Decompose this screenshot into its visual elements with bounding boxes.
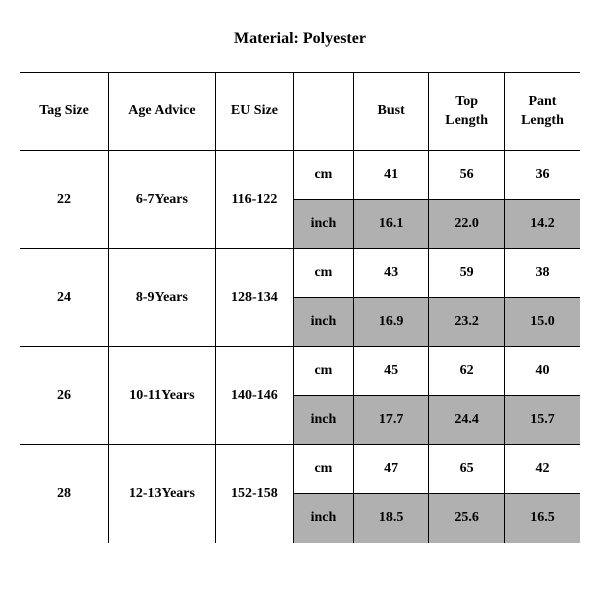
cell-tag: 28 — [20, 445, 109, 543]
cell-top-inch: 24.4 — [429, 396, 505, 445]
cell-age: 10-11Years — [109, 347, 216, 445]
table-row: 226-7Years116-122cm415636 — [20, 151, 580, 200]
col-bust: Bust — [353, 73, 429, 151]
cell-pant-inch: 16.5 — [504, 494, 580, 543]
cell-bust-inch: 16.9 — [353, 298, 429, 347]
cell-age: 12-13Years — [109, 445, 216, 543]
cell-pant-cm: 42 — [504, 445, 580, 494]
cell-top-inch: 25.6 — [429, 494, 505, 543]
cell-pant-inch: 15.0 — [504, 298, 580, 347]
cell-top-cm: 56 — [429, 151, 505, 200]
cell-unit-cm: cm — [293, 445, 353, 494]
cell-pant-inch: 14.2 — [504, 200, 580, 249]
cell-bust-cm: 43 — [353, 249, 429, 298]
col-tag-size: Tag Size — [20, 73, 109, 151]
cell-unit-inch: inch — [293, 494, 353, 543]
cell-tag: 26 — [20, 347, 109, 445]
cell-pant-inch: 15.7 — [504, 396, 580, 445]
cell-top-cm: 65 — [429, 445, 505, 494]
cell-unit-cm: cm — [293, 249, 353, 298]
cell-eu: 116-122 — [215, 151, 293, 249]
col-pant-length: Pant Length — [504, 73, 580, 151]
cell-bust-inch: 17.7 — [353, 396, 429, 445]
cell-top-inch: 22.0 — [429, 200, 505, 249]
cell-pant-cm: 40 — [504, 347, 580, 396]
table-header-row: Tag Size Age Advice EU Size Bust Top Len… — [20, 73, 580, 151]
table-row: 2812-13Years152-158cm476542 — [20, 445, 580, 494]
col-age-advice: Age Advice — [109, 73, 216, 151]
cell-bust-cm: 41 — [353, 151, 429, 200]
cell-bust-inch: 18.5 — [353, 494, 429, 543]
cell-eu: 128-134 — [215, 249, 293, 347]
table-row: 2610-11Years140-146cm456240 — [20, 347, 580, 396]
cell-unit-inch: inch — [293, 200, 353, 249]
cell-unit-inch: inch — [293, 396, 353, 445]
cell-bust-cm: 47 — [353, 445, 429, 494]
cell-tag: 24 — [20, 249, 109, 347]
cell-top-cm: 62 — [429, 347, 505, 396]
cell-unit-cm: cm — [293, 347, 353, 396]
size-table: Tag Size Age Advice EU Size Bust Top Len… — [20, 72, 580, 543]
cell-age: 6-7Years — [109, 151, 216, 249]
cell-eu: 140-146 — [215, 347, 293, 445]
cell-tag: 22 — [20, 151, 109, 249]
cell-top-inch: 23.2 — [429, 298, 505, 347]
table-row: 248-9Years128-134cm435938 — [20, 249, 580, 298]
cell-bust-inch: 16.1 — [353, 200, 429, 249]
col-unit — [293, 73, 353, 151]
page-title: Material: Polyester — [0, 0, 600, 72]
cell-eu: 152-158 — [215, 445, 293, 543]
col-eu-size: EU Size — [215, 73, 293, 151]
cell-pant-cm: 38 — [504, 249, 580, 298]
cell-bust-cm: 45 — [353, 347, 429, 396]
col-top-length: Top Length — [429, 73, 505, 151]
cell-unit-cm: cm — [293, 151, 353, 200]
cell-age: 8-9Years — [109, 249, 216, 347]
cell-pant-cm: 36 — [504, 151, 580, 200]
cell-unit-inch: inch — [293, 298, 353, 347]
cell-top-cm: 59 — [429, 249, 505, 298]
